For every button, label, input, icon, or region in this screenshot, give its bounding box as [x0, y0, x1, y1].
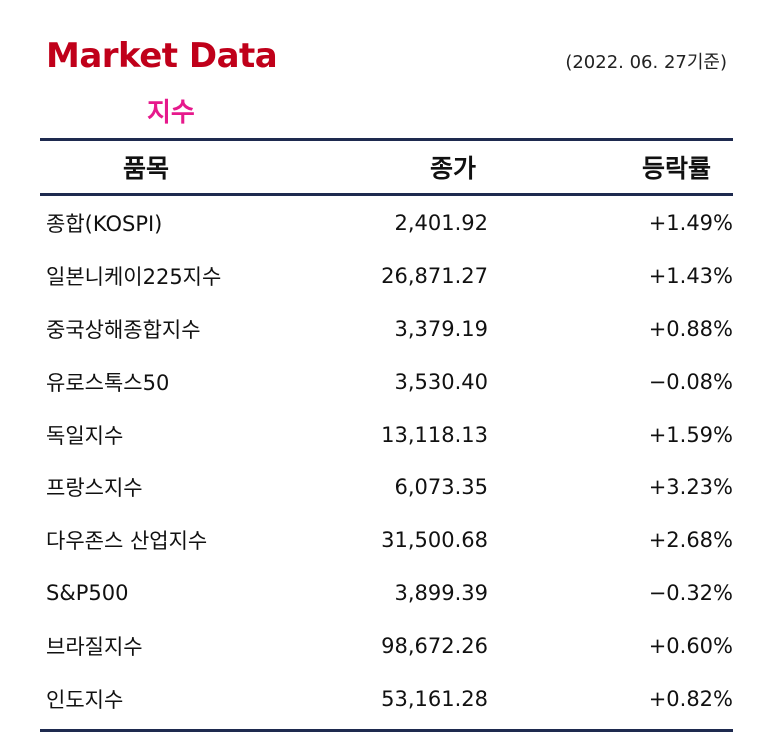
section-subtitle: 지수	[147, 98, 195, 128]
index-table: 품목 종가 등락률 종합(KOSPI) 2,401.92 +1.49% 일본니케이22…	[40, 138, 733, 732]
table-body: 종합(KOSPI) 2,401.92 +1.49% 일본니케이225지수 26,871.…	[40, 196, 733, 729]
reference-date: (2022. 06. 27기준)	[565, 52, 727, 73]
index-name: 브라질지수	[46, 634, 143, 659]
closing-price: 3,379.19	[394, 316, 488, 341]
index-name: 중국상해종합지수	[46, 317, 201, 342]
column-header-close: 종가	[429, 154, 476, 183]
closing-price: 3,899.39	[394, 580, 488, 605]
table-row: 유로스톡스50 3,530.40 −0.08%	[40, 355, 733, 408]
table-row: 중국상해종합지수 3,379.19 +0.88%	[40, 303, 733, 356]
closing-price: 3,530.40	[394, 369, 488, 394]
table-bottom-rule	[40, 728, 733, 732]
closing-price: 2,401.92	[394, 211, 488, 236]
change-rate: +3.23%	[648, 475, 733, 500]
table-row: 브라질지수 98,672.26 +0.60%	[40, 619, 733, 672]
table-row: 다우존스 산업지수 31,500.68 +2.68%	[40, 514, 733, 567]
index-name: 독일지수	[46, 423, 124, 448]
column-header-item: 품목	[123, 154, 170, 183]
page-title: Market Data	[46, 36, 278, 76]
change-rate: +0.60%	[648, 633, 733, 658]
closing-price: 6,073.35	[394, 475, 488, 500]
table-row: 독일지수 13,118.13 +1.59%	[40, 408, 733, 461]
closing-price: 13,118.13	[381, 422, 488, 447]
change-rate: −0.08%	[648, 369, 733, 394]
change-rate: +2.68%	[648, 528, 733, 553]
change-rate: +0.88%	[648, 316, 733, 341]
change-rate: +1.59%	[648, 422, 733, 447]
index-name: 종합(KOSPI)	[46, 212, 163, 237]
change-rate: +0.82%	[648, 686, 733, 711]
closing-price: 26,871.27	[381, 264, 488, 289]
closing-price: 31,500.68	[381, 528, 488, 553]
column-header-change: 등락률	[641, 154, 711, 183]
table-row: 프랑스지수 6,073.35 +3.23%	[40, 461, 733, 514]
table-row: S&P500 3,899.39 −0.32%	[40, 567, 733, 620]
change-rate: −0.32%	[648, 580, 733, 605]
index-name: 일본니케이225지수	[46, 265, 222, 290]
table-row: 일본니케이225지수 26,871.27 +1.43%	[40, 250, 733, 303]
change-rate: +1.43%	[648, 264, 733, 289]
table-row: 종합(KOSPI) 2,401.92 +1.49%	[40, 197, 733, 250]
table-row: 인도지수 53,161.28 +0.82%	[40, 672, 733, 725]
table-header-rule	[40, 193, 733, 196]
index-name: S&P500	[46, 580, 129, 605]
closing-price: 98,672.26	[381, 633, 488, 658]
change-rate: +1.49%	[648, 211, 733, 236]
index-name: 프랑스지수	[46, 476, 143, 501]
index-name: 다우존스 산업지수	[46, 529, 208, 554]
table-top-rule	[40, 138, 733, 141]
table-header-row: 품목 종가 등락률	[40, 141, 733, 193]
index-name: 유로스톡스50	[46, 370, 170, 395]
index-name: 인도지수	[46, 687, 124, 712]
closing-price: 53,161.28	[381, 686, 488, 711]
